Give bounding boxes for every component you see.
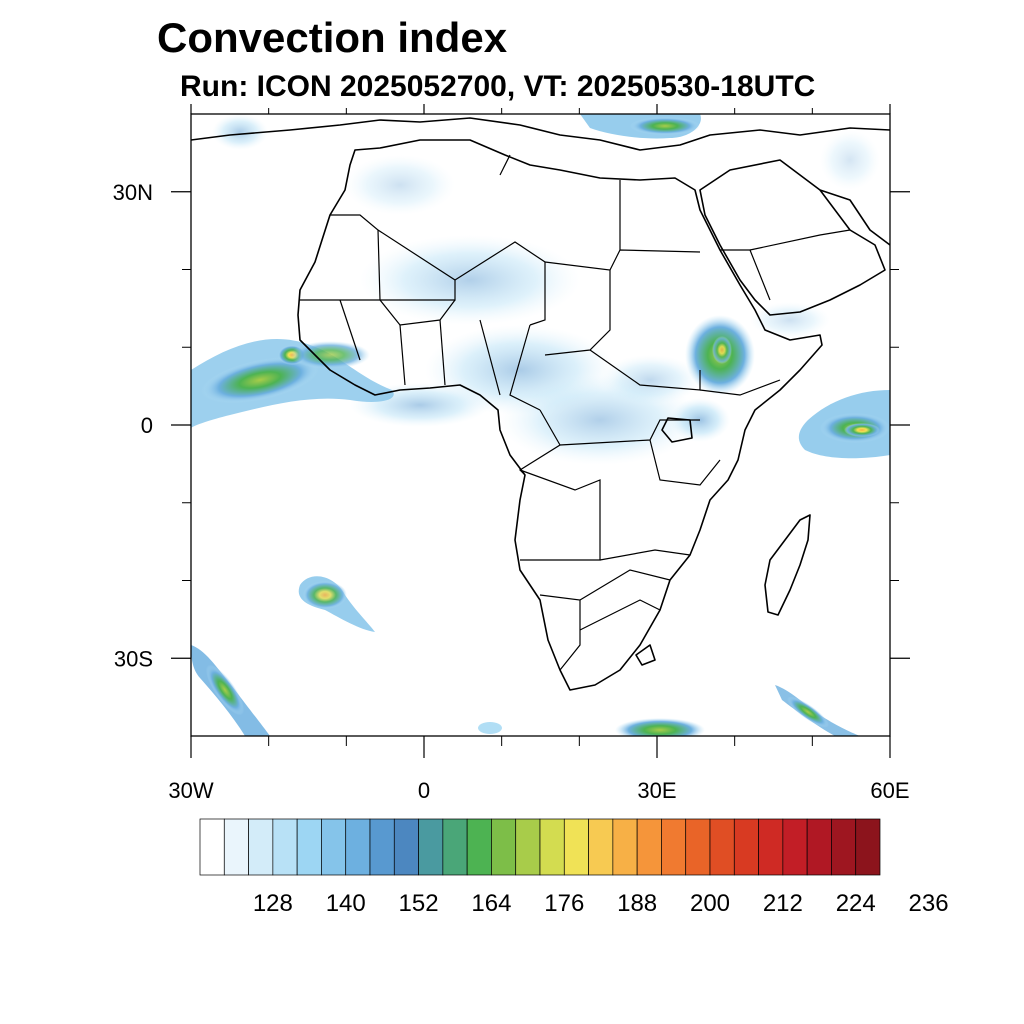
yemen-shading [750, 302, 830, 338]
colorbar-swatch [563, 818, 589, 876]
lat-tick-label: 0 [141, 413, 153, 438]
south-sudan-shading [600, 355, 700, 405]
colorbar-swatch [296, 818, 322, 876]
southwest-band-core [205, 664, 245, 716]
colorbar-swatch [491, 818, 517, 876]
colorbar-swatch [539, 818, 565, 876]
border-line [399, 324, 406, 386]
border-line [439, 319, 446, 386]
colorbar-swatch [588, 818, 614, 876]
colorbar-swatch [272, 818, 298, 876]
border-line [699, 379, 781, 396]
colorbar-swatch [636, 818, 662, 876]
lesotho-outline [635, 644, 656, 666]
colorbar-swatch [248, 818, 274, 876]
colorbar-swatch [223, 818, 249, 876]
southern-ocean-band [615, 718, 705, 736]
border-line [519, 469, 601, 561]
colorbar-label: 128 [253, 890, 293, 917]
border-line [539, 594, 581, 671]
lon-tick-label: 30W [168, 778, 213, 803]
madagascar-outline [764, 514, 811, 616]
lon-tick-label: 30E [637, 778, 676, 803]
south-atlantic-core [303, 581, 347, 609]
axis-ticks: 30W 0 30E 60E 30N 0 30S [113, 104, 910, 803]
border-line [544, 261, 611, 356]
europe-coast [191, 117, 890, 151]
colorbar-swatch [321, 818, 347, 876]
mediterranean-core [630, 117, 700, 135]
border-line [499, 154, 511, 176]
country-borders [300, 154, 851, 671]
colorbar-swatch [466, 818, 492, 876]
colorbar-swatch [733, 818, 759, 876]
border-line [599, 549, 691, 561]
colorbar-swatch [709, 818, 735, 876]
lon-tick-label: 60E [870, 778, 909, 803]
convection-shading [191, 114, 890, 736]
ethiopia-hotspot [712, 336, 732, 364]
colorbar-swatch [612, 818, 638, 876]
chart-title: Convection index [157, 14, 508, 61]
border-line [339, 299, 361, 361]
colorbar: 128 140 152 164 176 188 200 212 224 236 [199, 818, 949, 917]
indian-ocean-hotspot [844, 423, 880, 437]
border-line [649, 439, 721, 486]
arabia-outline [699, 159, 886, 316]
colorbar-label: 176 [544, 890, 584, 917]
border-line [509, 324, 541, 411]
colorbar-swatch [393, 818, 419, 876]
atlas-shading [345, 155, 455, 215]
colorbar-label: 140 [326, 890, 366, 917]
colorbar-swatch [855, 818, 881, 876]
lat-tick-label: 30S [114, 646, 153, 671]
southeast-band-core [787, 696, 829, 728]
southern-ocean-speck [478, 722, 502, 734]
border-line [519, 409, 561, 476]
colorbar-swatch [685, 818, 711, 876]
border-line [749, 229, 851, 251]
colorbar-label: 152 [399, 890, 439, 917]
colorbar-swatch [661, 818, 687, 876]
sierra-leone-cluster [290, 341, 370, 369]
southeast-band [775, 685, 860, 736]
colorbar-swatch [442, 818, 468, 876]
persian-gulf-coast [819, 189, 890, 246]
colorbar-swatch [199, 818, 225, 876]
colorbar-swatch [369, 818, 395, 876]
colorbar-swatch [758, 818, 784, 876]
colorbar-swatch [345, 818, 371, 876]
colorbar-label: 164 [471, 890, 511, 917]
border-line [579, 569, 671, 601]
chart-subtitle: Run: ICON 2025052700, VT: 20250530-18UTC [180, 70, 816, 103]
colorbar-label: 200 [690, 890, 730, 917]
africa-coastline [297, 139, 823, 691]
colorbar-swatch [831, 818, 857, 876]
colorbar-swatch [806, 818, 832, 876]
border-line [589, 349, 701, 391]
lon-tick-label: 0 [418, 778, 430, 803]
colorbar-swatch [418, 818, 444, 876]
atlantic-band-core [201, 356, 319, 404]
border-line [479, 319, 501, 396]
lat-tick-label: 30N [113, 180, 153, 205]
border-line [579, 599, 661, 631]
border-line [559, 419, 700, 446]
sahel-north-shading [360, 235, 580, 325]
northwest-atlantic-shading [212, 114, 268, 150]
iran-shading [820, 130, 880, 190]
colorbar-label: 224 [836, 890, 876, 917]
coastlines [191, 117, 890, 691]
border-line [377, 229, 456, 301]
colorbar-swatch [515, 818, 541, 876]
border-line [379, 299, 456, 326]
colorbar-label: 188 [617, 890, 657, 917]
colorbar-label: 212 [763, 890, 803, 917]
colorbar-label: 236 [909, 890, 949, 917]
colorbar-swatch [782, 818, 808, 876]
border-line [300, 214, 381, 301]
